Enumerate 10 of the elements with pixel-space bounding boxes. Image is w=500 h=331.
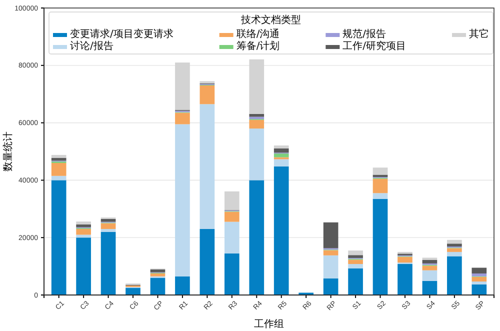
y-axis-title: 数量统计 [2, 132, 14, 172]
legend-title: 技术文档类型 [240, 14, 301, 26]
legend-label: 工作/研究项目 [342, 40, 406, 52]
legend-label: 变更请求/项目变更请求 [70, 28, 174, 40]
x-axis-title: 工作组 [254, 318, 284, 330]
legend-label: 讨论/报告 [70, 40, 114, 52]
legend-label: 其它 [469, 28, 489, 40]
legend-label: 规范/报告 [342, 28, 386, 40]
legend-label: 筹备/计划 [236, 40, 280, 52]
legend-label: 联络/沟通 [236, 28, 280, 40]
